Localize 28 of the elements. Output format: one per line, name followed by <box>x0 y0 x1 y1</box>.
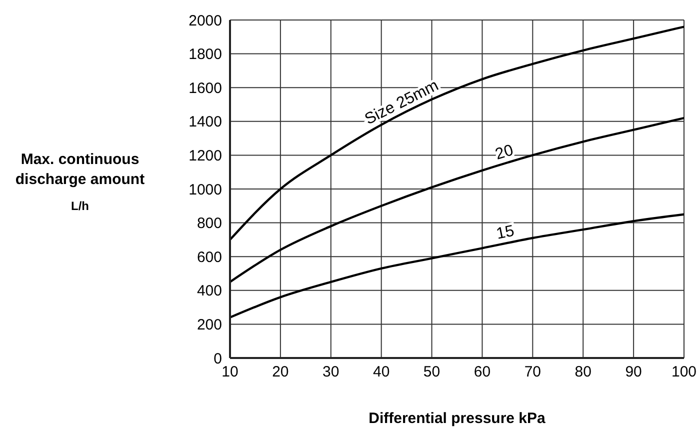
y-tick-label: 200 <box>196 316 222 334</box>
x-tick-label: 40 <box>372 364 390 381</box>
x-tick-label: 70 <box>524 364 542 381</box>
line-series <box>230 26 684 241</box>
x-tick-label: 100 <box>671 364 697 381</box>
text: 15 <box>494 222 516 243</box>
x-tick-label: 60 <box>474 364 491 381</box>
line-series <box>230 213 684 319</box>
text: 20 <box>493 142 516 164</box>
y-tick-label: 1600 <box>188 80 222 97</box>
y-tick-label: 1200 <box>188 148 222 165</box>
y-tick-label: 800 <box>196 215 222 232</box>
y-tick-label: 600 <box>196 248 222 266</box>
x-tick-label: 90 <box>625 364 642 381</box>
x-tick-label: 10 <box>222 364 238 381</box>
x-tick-label: 80 <box>574 364 592 381</box>
x-tick-label: 20 <box>272 364 289 381</box>
x-tick-label: 30 <box>322 364 340 381</box>
x-tick-label: 50 <box>423 364 440 381</box>
y-tick-label: 400 <box>196 282 222 300</box>
y-tick-label: 0 <box>214 350 222 368</box>
y-tick-label: 1000 <box>188 181 222 198</box>
y-tick-label: 1400 <box>188 114 222 131</box>
text: Size 25mm <box>362 77 442 128</box>
y-axis-title: Max. continuous discharge amount L/h <box>14 150 146 215</box>
y-tick-label: 1800 <box>188 46 222 64</box>
x-axis-title: Differential pressure kPa <box>368 410 546 427</box>
y-tick-label: 2000 <box>188 12 222 30</box>
